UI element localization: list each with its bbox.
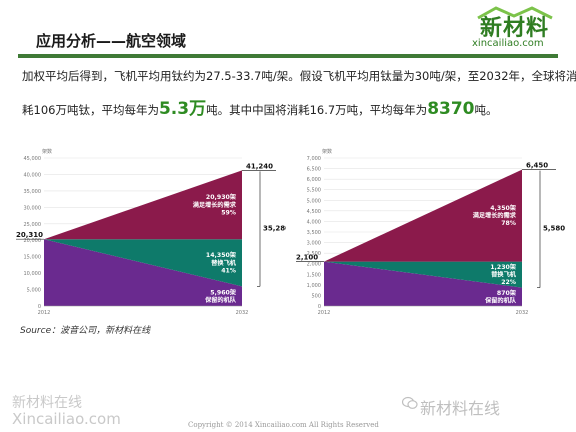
start-value-label: 20,310	[16, 231, 43, 239]
line2-mid: 吨。其中中国将消耗16.7万吨，平均每年为	[206, 103, 428, 117]
y-axis-label: 架数	[42, 148, 52, 155]
highlight-global-annual: 5.3万	[158, 99, 207, 119]
line2-post: 吨。	[474, 103, 498, 117]
y-tick-label: 45,000	[24, 156, 42, 162]
new-deliveries-label: 35,280	[263, 224, 286, 232]
copyright-text: Copyright © 2014 Xincailiao.com All Righ…	[188, 421, 379, 429]
total-value-label: 6,450	[526, 162, 548, 170]
y-tick-label: 2,000	[307, 262, 321, 268]
y-tick-label: 2,500	[307, 251, 321, 257]
highlight-china-annual: 8370	[427, 99, 475, 119]
y-tick-label: 35,000	[24, 189, 42, 195]
x-tick-label: 2012	[38, 310, 51, 316]
segment-label: 保留的机队	[204, 296, 237, 304]
segment-label: 14,350架	[206, 251, 237, 259]
growth-demand-area	[44, 170, 242, 240]
logo-roof-icon	[477, 6, 553, 20]
y-tick-label: 3,000	[307, 241, 321, 247]
line2-pre: 耗106万吨钛，平均每年为	[22, 103, 159, 117]
logo-sub-text: xincailiao.com	[472, 38, 544, 49]
segment-label: 替换飞机	[211, 259, 237, 267]
x-tick-label: 2032	[516, 310, 529, 316]
segment-label: 5,960架	[210, 288, 237, 296]
y-tick-label: 6,500	[307, 167, 321, 173]
y-tick-label: 1,000	[307, 283, 321, 289]
start-value-label: 2,100	[296, 254, 318, 262]
logo-main-text: 新材料	[480, 16, 550, 41]
y-tick-label: 5,000	[307, 198, 321, 204]
china-fleet-chart: 0 500 1,000 1,500 2,000 2,500 3,000 3,500 4,000 4…	[296, 148, 565, 316]
retained-fleet-area	[324, 261, 522, 306]
y-tick-label: 3,500	[307, 230, 321, 236]
y-tick-label: 0	[38, 304, 41, 310]
y-tick-label: 0	[318, 304, 321, 310]
watermark-right: 新材料在线	[420, 399, 501, 418]
segment-label: 满足增长的需求	[473, 212, 517, 220]
retained-fleet-area	[44, 239, 242, 306]
growth-demand-area	[324, 169, 522, 262]
total-value-label: 41,240	[246, 162, 273, 170]
y-tick-label: 10,000	[24, 271, 42, 277]
segment-label: 保留的机队	[484, 297, 517, 305]
y-tick-label: 15,000	[24, 255, 42, 261]
x-tick-label: 2012	[318, 310, 331, 316]
y-tick-label: 5,500	[307, 188, 321, 194]
watermark-left-cn: 新材料在线	[12, 395, 82, 411]
y-tick-label: 20,000	[24, 238, 42, 244]
y-tick-label: 7,000	[307, 156, 321, 162]
title-divider	[18, 54, 558, 58]
replacement-area	[324, 261, 522, 288]
analysis-line-2: 耗106万吨钛，平均每年为5.3万吨。其中中国将消耗16.7万吨，平均每年为83…	[22, 94, 566, 119]
x-tick-label: 2032	[236, 310, 249, 316]
segment-label: 20,930架	[206, 193, 237, 201]
y-tick-label: 500	[311, 293, 321, 299]
segment-label: 41%	[221, 267, 236, 274]
analysis-line-1: 加权平均后得到，飞机平均用钛约为27.5-33.7吨/架。假设飞机平均用钛量为3…	[22, 69, 576, 83]
y-tick-label: 4,500	[307, 209, 321, 215]
segment-label: 替换飞机	[491, 271, 517, 279]
global-fleet-chart: 0 5,000 10,000 15,000 20,000 25,000 30,000 35,0…	[16, 148, 286, 316]
y-tick-label: 4,000	[307, 219, 321, 225]
segment-label: 870架	[497, 289, 517, 297]
y-tick-label: 30,000	[24, 205, 42, 211]
y-tick-label: 25,000	[24, 222, 42, 228]
segment-label: 78%	[501, 220, 516, 227]
y-tick-label: 1,500	[307, 272, 321, 278]
segment-label: 1,230架	[490, 263, 517, 271]
y-tick-label: 40,000	[24, 172, 42, 178]
segment-label: 4,350架	[490, 204, 517, 212]
y-tick-label: 5,000	[27, 288, 41, 294]
source-note: Source：波音公司，新材料在线	[20, 326, 151, 336]
watermark-left-en: Xincailiao.com	[12, 410, 121, 428]
new-deliveries-label: 5,580	[543, 225, 565, 233]
segment-label: 22%	[501, 279, 516, 286]
segment-label: 59%	[221, 209, 236, 216]
wechat-icon	[402, 396, 418, 409]
replacement-area	[44, 239, 242, 287]
y-axis-label: 架数	[322, 148, 332, 155]
page-title: 应用分析——航空领域	[36, 32, 187, 50]
segment-label: 满足增长的需求	[193, 201, 237, 209]
brand-logo: 新材料 xincailiao.com	[472, 6, 564, 52]
y-tick-label: 6,000	[307, 177, 321, 183]
